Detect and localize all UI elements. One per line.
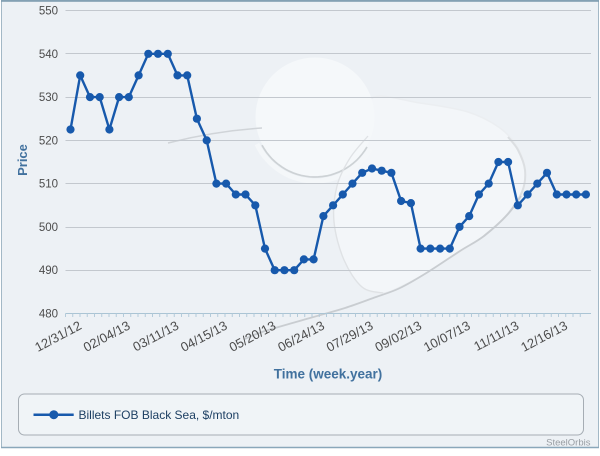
svg-text:540: 540 [39,49,58,61]
svg-text:480: 480 [39,309,58,321]
svg-text:530: 530 [39,92,58,104]
svg-text:490: 490 [39,265,58,277]
svg-text:Price: Price [15,144,30,176]
svg-text:510: 510 [39,179,58,191]
svg-text:Time (week.year): Time (week.year) [274,367,383,382]
svg-text:SteelOrbis: SteelOrbis [546,438,591,449]
svg-text:550: 550 [39,6,58,18]
svg-text:520: 520 [39,135,58,147]
svg-text:Billets FOB Black Sea, $/mton: Billets FOB Black Sea, $/mton [79,408,240,422]
svg-text:500: 500 [39,222,58,234]
